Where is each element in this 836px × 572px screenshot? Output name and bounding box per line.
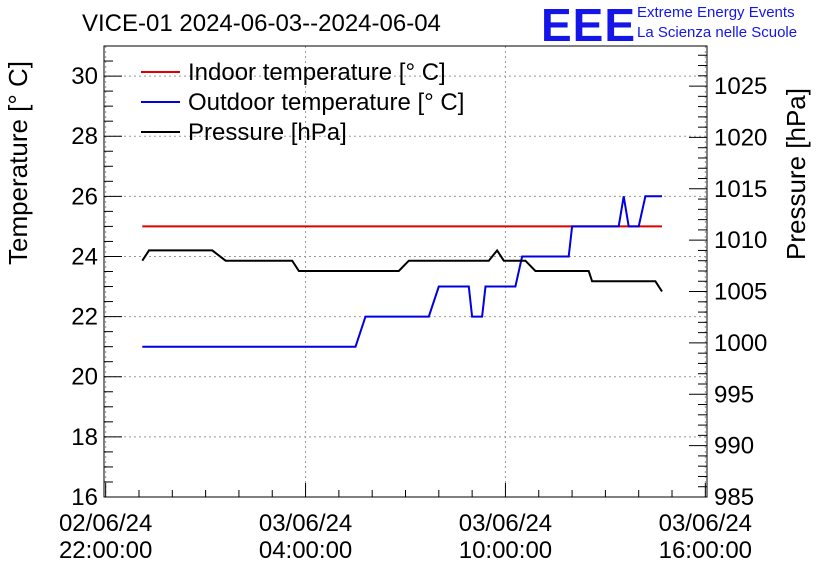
x-tick-label-date: 02/06/24 <box>59 510 152 537</box>
x-tick-label-time: 22:00:00 <box>59 537 152 564</box>
y-tick-label: 16 <box>71 484 98 511</box>
legend-label: Indoor temperature [° C] <box>188 59 446 86</box>
y2-tick-label: 1015 <box>714 176 767 203</box>
y-tick-label: 20 <box>71 364 98 391</box>
x-tick-label-date: 03/06/24 <box>659 510 752 537</box>
legend-label: Pressure [hPa] <box>188 119 347 146</box>
y2-tick-label: 990 <box>714 433 754 460</box>
y2-tick-label: 1025 <box>714 73 767 100</box>
logo-tagline-2: La Scienza nelle Scuole <box>637 24 798 41</box>
y2-tick-label: 1000 <box>714 330 767 357</box>
chart-title: VICE-01 2024-06-03--2024-06-04 <box>82 10 441 37</box>
y-tick-label: 24 <box>71 243 98 270</box>
x-tick-label-time: 16:00:00 <box>659 537 752 564</box>
y-tick-label: 26 <box>71 183 98 210</box>
series-line-pressure-hpa <box>141 248 663 293</box>
eee-logo: EEE <box>541 0 637 51</box>
series-line-outdoor-temperature-c <box>142 195 662 348</box>
y2-tick-label: 1010 <box>714 227 767 254</box>
x-tick-label-time: 04:00:00 <box>259 537 352 564</box>
x-tick-label-date: 03/06/24 <box>259 510 352 537</box>
y2-tick-label: 995 <box>714 381 754 408</box>
y-tick-label: 18 <box>71 424 98 451</box>
y2-tick-label: 1005 <box>714 279 767 306</box>
y-axis-title: Temperature [° C] <box>3 61 33 265</box>
x-tick-label-time: 10:00:00 <box>459 537 552 564</box>
y-tick-label: 30 <box>71 63 98 90</box>
y2-tick-label: 1020 <box>714 124 767 151</box>
y2-tick-label: 985 <box>714 484 754 511</box>
logo-tagline-1: Extreme Energy Events <box>637 4 795 21</box>
y-tick-label: 22 <box>71 304 98 331</box>
y-tick-label: 28 <box>71 123 98 150</box>
y2-axis-title: Pressure [hPa] <box>781 88 811 260</box>
x-tick-label-date: 03/06/24 <box>459 510 552 537</box>
legend-label: Outdoor temperature [° C] <box>188 89 464 116</box>
